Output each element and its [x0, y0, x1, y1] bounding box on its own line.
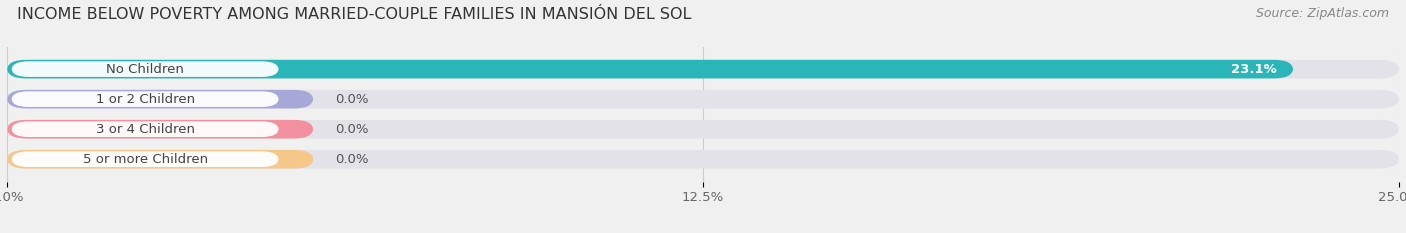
FancyBboxPatch shape: [7, 150, 1399, 168]
FancyBboxPatch shape: [11, 151, 278, 167]
Text: Source: ZipAtlas.com: Source: ZipAtlas.com: [1256, 7, 1389, 20]
FancyBboxPatch shape: [7, 120, 314, 138]
Text: 1 or 2 Children: 1 or 2 Children: [96, 93, 194, 106]
Text: 0.0%: 0.0%: [336, 93, 368, 106]
FancyBboxPatch shape: [11, 91, 278, 107]
Text: 0.0%: 0.0%: [336, 153, 368, 166]
FancyBboxPatch shape: [7, 90, 314, 109]
Text: 5 or more Children: 5 or more Children: [83, 153, 208, 166]
FancyBboxPatch shape: [7, 90, 1399, 109]
FancyBboxPatch shape: [11, 121, 278, 137]
FancyBboxPatch shape: [7, 60, 1294, 79]
FancyBboxPatch shape: [7, 60, 1399, 79]
FancyBboxPatch shape: [11, 61, 278, 77]
Text: 23.1%: 23.1%: [1230, 63, 1277, 76]
FancyBboxPatch shape: [7, 120, 1399, 138]
Text: No Children: No Children: [107, 63, 184, 76]
FancyBboxPatch shape: [7, 150, 314, 168]
Text: 0.0%: 0.0%: [336, 123, 368, 136]
Text: INCOME BELOW POVERTY AMONG MARRIED-COUPLE FAMILIES IN MANSIÓN DEL SOL: INCOME BELOW POVERTY AMONG MARRIED-COUPL…: [17, 7, 692, 22]
Text: 3 or 4 Children: 3 or 4 Children: [96, 123, 194, 136]
